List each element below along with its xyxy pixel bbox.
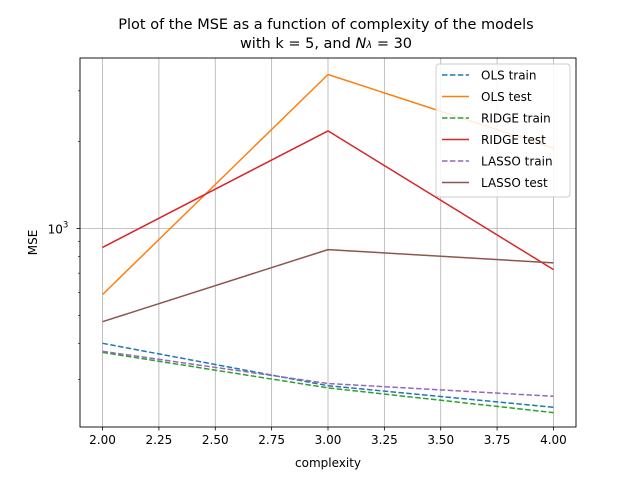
legend-label: LASSO test (481, 176, 548, 190)
x-tick-label: 2.25 (146, 433, 173, 447)
x-tick-label: 3.75 (484, 433, 511, 447)
chart-title-prefix: with k = 5, and (240, 36, 355, 52)
x-tick-label: 2.75 (258, 433, 285, 447)
ticks-layer: 2.00 2.25 2.50 2.75 3.00 3.25 3.50 3.75 4.00 103 (48, 90, 567, 447)
chart-title-symbol: N (355, 36, 366, 52)
chart-title-symbol-sub: λ (365, 40, 372, 51)
x-axis-label: complexity (295, 456, 361, 470)
legend-label: RIDGE test (481, 133, 546, 147)
legend-label: OLS test (481, 90, 532, 104)
x-tick-label: 2.00 (89, 433, 116, 447)
series-line (102, 248, 554, 323)
legend-box (435, 63, 571, 198)
x-tick-label: 2.50 (202, 433, 229, 447)
legend-label: OLS train (481, 69, 537, 83)
series-line (102, 351, 554, 414)
x-tick-label: 4.00 (540, 433, 567, 447)
series-line (102, 350, 554, 398)
chart-title-line2: with k = 5, and Nλ = 30 (240, 36, 412, 52)
x-tick-label: 3.50 (427, 433, 454, 447)
legend-label: LASSO train (481, 155, 553, 169)
x-tick-label: 3.25 (371, 433, 398, 447)
legend: OLS train OLS test RIDGE train RIDGE test LA… (435, 63, 571, 198)
chart-title-suffix: = 30 (372, 36, 412, 52)
x-tick-label: 3.00 (315, 433, 342, 447)
series-line (102, 342, 554, 409)
chart-title-line1: Plot of the MSE as a function of complex… (118, 17, 533, 33)
legend-label: RIDGE train (481, 112, 551, 126)
y-tick-label: 103 (48, 220, 69, 236)
series-line (102, 130, 554, 271)
y-axis-label: MSE (26, 230, 40, 256)
